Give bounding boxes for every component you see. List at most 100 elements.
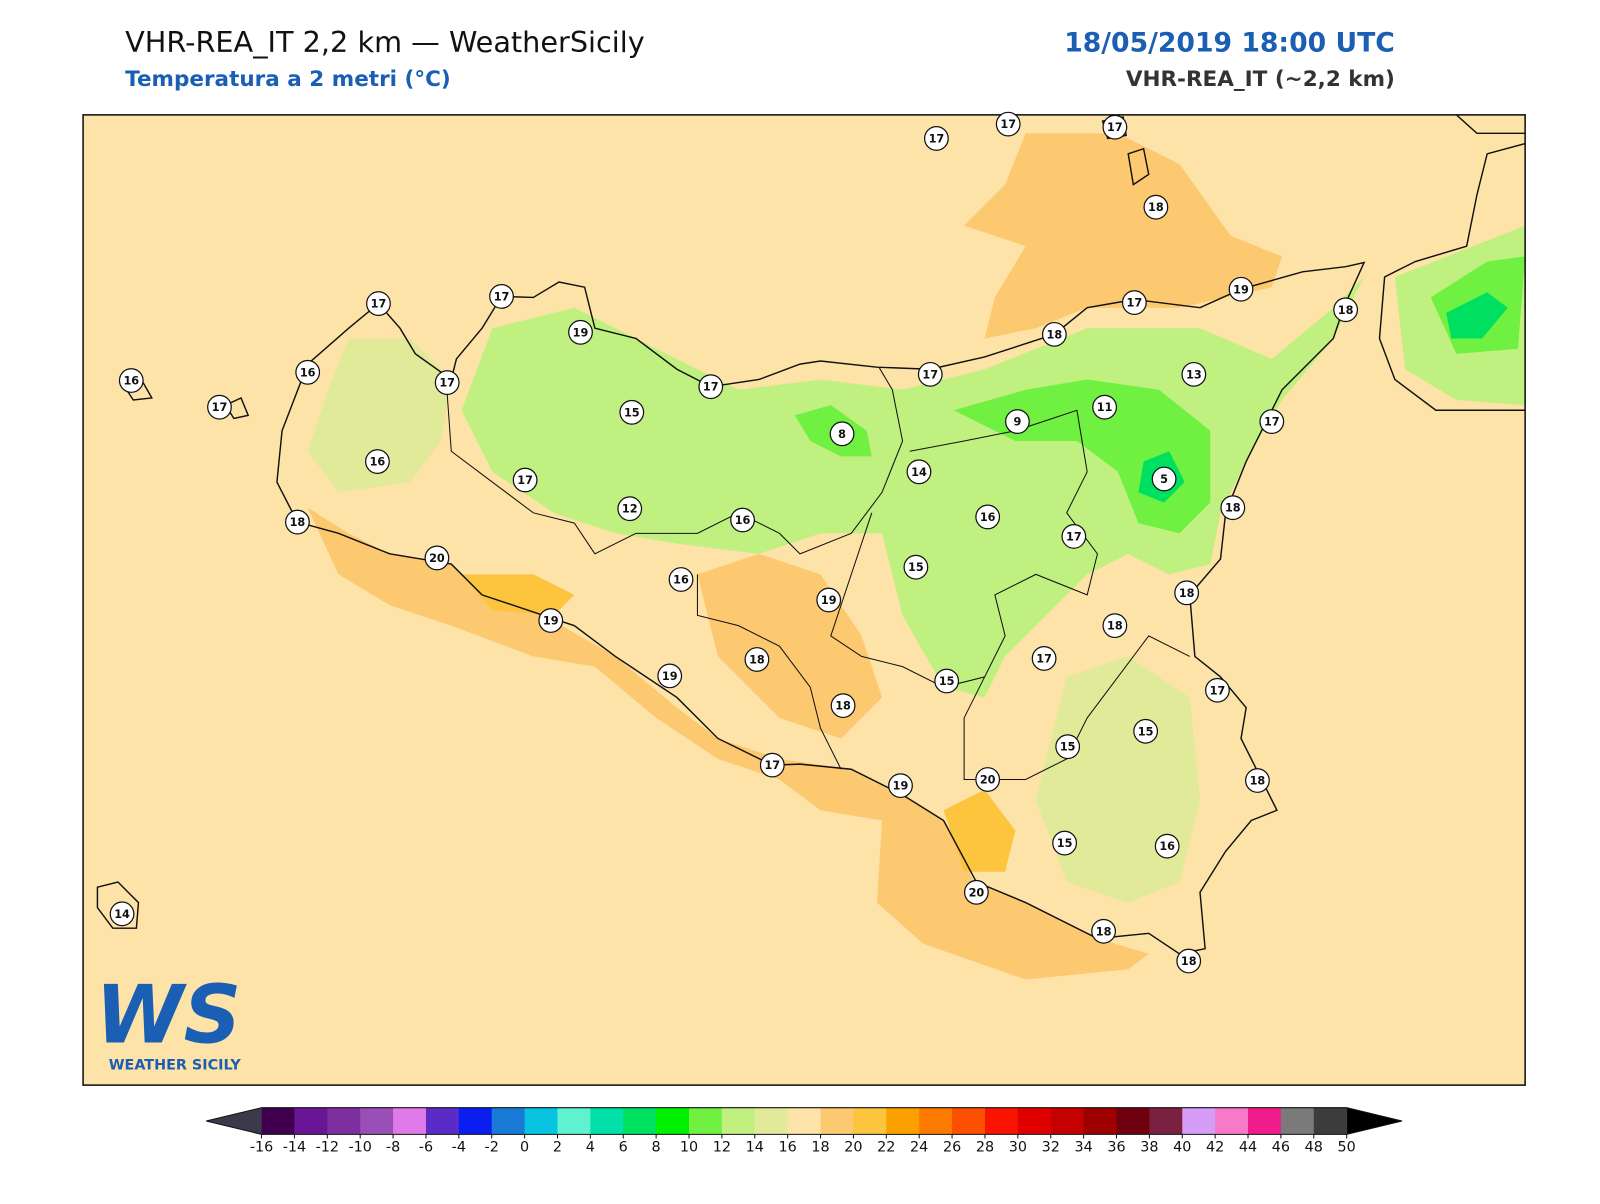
station-marker xyxy=(1041,321,1067,347)
station-value: 16 xyxy=(370,456,386,469)
station-value: 20 xyxy=(980,774,996,787)
colorbar-swatch xyxy=(623,1107,657,1135)
colorbar-tick-label: 32 xyxy=(1042,1140,1060,1156)
colorbar-tick-label: -2 xyxy=(485,1140,499,1156)
station-marker xyxy=(285,509,310,535)
station-value: 17 xyxy=(922,368,938,381)
station-value: 18 xyxy=(1148,201,1164,214)
colorbar-tick-label: 20 xyxy=(844,1140,862,1156)
station-marker xyxy=(830,693,856,719)
station-value: 16 xyxy=(300,366,316,379)
station: 16 xyxy=(1154,833,1180,859)
calabria-coastline xyxy=(1455,114,1526,135)
station-marker xyxy=(1181,361,1207,387)
station-marker xyxy=(657,663,683,689)
map-frame xyxy=(82,114,1526,1086)
station: 15 xyxy=(1052,830,1078,856)
station-marker xyxy=(668,567,694,592)
station-value: 16 xyxy=(980,511,996,524)
station-marker xyxy=(1333,297,1359,323)
cold-core xyxy=(1446,292,1508,339)
station: 17 xyxy=(1121,290,1147,315)
colorbar-swatch xyxy=(787,1107,822,1135)
station-marker xyxy=(1005,409,1030,434)
station-value: 15 xyxy=(1060,741,1076,754)
colorbar-swatch xyxy=(557,1107,591,1135)
station-marker xyxy=(1102,114,1128,140)
station-marker xyxy=(906,459,932,485)
station: 18 xyxy=(1091,918,1116,944)
station: 17 xyxy=(917,361,943,387)
subtitle: Temperatura a 2 metri (°C) xyxy=(125,67,451,92)
station: 18 xyxy=(285,509,310,535)
station-value: 15 xyxy=(908,561,924,574)
station-marker xyxy=(903,554,929,580)
station-value: 18 xyxy=(1179,587,1195,600)
station-marker xyxy=(975,504,1001,530)
colorbar-tick-label: 10 xyxy=(680,1140,698,1156)
station-marker xyxy=(1228,276,1254,302)
station-value: 17 xyxy=(1264,416,1280,429)
station-marker xyxy=(1091,918,1116,944)
station-value: 8 xyxy=(838,428,846,441)
station-value: 20 xyxy=(969,886,985,899)
cool-area xyxy=(307,338,452,493)
colorbar-tick-label: 46 xyxy=(1272,1140,1290,1156)
station-marker xyxy=(730,507,755,533)
colorbar-tick-label: -6 xyxy=(419,1140,433,1156)
station-value: 18 xyxy=(1096,925,1112,938)
colorbar-swatch xyxy=(261,1107,295,1135)
station-value: 19 xyxy=(662,670,678,683)
colorbar-tick-label: -12 xyxy=(316,1140,339,1156)
station-value: 18 xyxy=(1181,955,1197,968)
station-value: 17 xyxy=(1127,297,1143,310)
station: 18 xyxy=(1333,297,1359,323)
station-value: 9 xyxy=(1014,416,1022,429)
colorbar-swatch xyxy=(853,1107,887,1135)
colorbar: -16 -14 -12 -10 -8 -6 -4 -2 0 2 4 6 8 10 12 14 16 18 20 22 2… xyxy=(206,1107,1403,1156)
station: 11 xyxy=(1092,394,1118,420)
station: 18 xyxy=(1245,768,1270,793)
station-marker xyxy=(207,394,232,420)
station-marker xyxy=(975,767,1001,792)
station: 18 xyxy=(1174,580,1200,606)
station: 19 xyxy=(568,319,593,345)
station-value: 18 xyxy=(1107,620,1123,633)
station-value: 5 xyxy=(1160,473,1168,486)
station-value: 14 xyxy=(114,908,130,921)
station-marker xyxy=(1055,734,1081,760)
station: 15 xyxy=(619,399,645,425)
station-value: 18 xyxy=(290,516,306,529)
station-value: 17 xyxy=(517,474,533,487)
colorbar-tick-label: 18 xyxy=(811,1140,829,1156)
station: 16 xyxy=(295,359,321,385)
colorbar-tick-label: 2 xyxy=(553,1140,562,1156)
colorbar-swatch xyxy=(491,1107,526,1135)
warm-area xyxy=(964,133,1283,339)
colorbar-tick-label: 14 xyxy=(746,1140,764,1156)
station: 20 xyxy=(975,767,1001,792)
station: 17 xyxy=(759,752,785,778)
station-marker xyxy=(1102,613,1128,639)
colorbar-swatch xyxy=(393,1107,427,1135)
station-value: 16 xyxy=(673,574,689,587)
colorbar-swatch xyxy=(294,1107,328,1135)
station-marker xyxy=(934,668,960,694)
colorbar-swatch xyxy=(1313,1107,1348,1135)
colorbar-tick-label: 28 xyxy=(976,1140,994,1156)
colorbar-tick-label: -4 xyxy=(452,1140,466,1156)
station-value: 17 xyxy=(1066,530,1082,543)
colorbar-swatch xyxy=(1215,1107,1249,1135)
station-marker xyxy=(512,467,538,493)
island xyxy=(96,881,140,929)
station-marker xyxy=(1052,830,1078,856)
station-value: 18 xyxy=(1250,775,1266,788)
station-value: 19 xyxy=(573,326,589,339)
colorbar-tick-label: 34 xyxy=(1074,1140,1092,1156)
station-marker xyxy=(424,545,450,571)
hot-area xyxy=(461,574,575,616)
station-value: 17 xyxy=(439,377,455,390)
station-value: 15 xyxy=(624,406,640,419)
sicily-coastline xyxy=(276,261,1366,955)
